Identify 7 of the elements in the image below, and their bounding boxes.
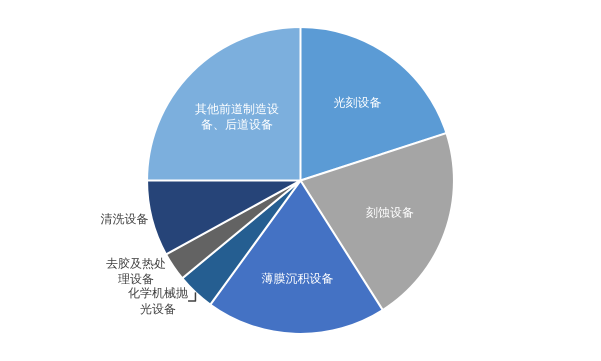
slice-label: 薄膜沉积设备 [261,272,334,286]
slice-label: 刻蚀设备 [366,206,414,220]
slice-label: 化学机械抛光设备 [128,286,188,316]
slice-label: 其他前道制造设备、后道设备 [194,102,279,132]
slice-label: 光刻设备 [333,95,382,110]
slice-label: 去胶及热处理设备 [106,256,166,286]
slice-label: 清洗设备 [100,212,148,226]
